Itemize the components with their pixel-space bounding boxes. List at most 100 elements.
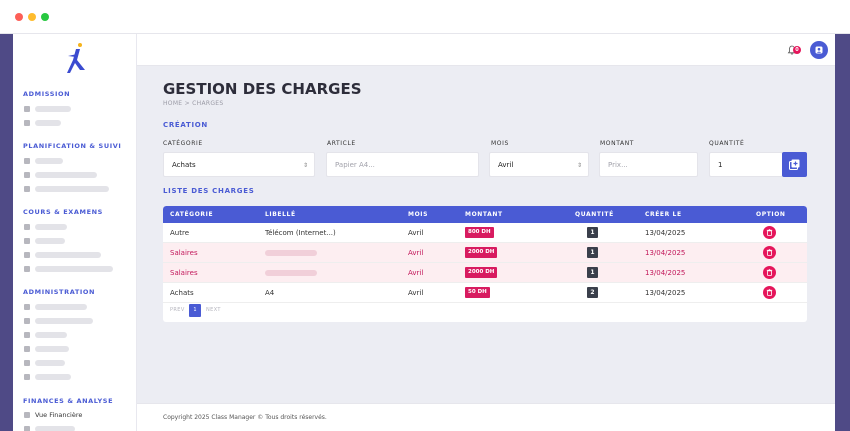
sidebar: ADMISSION PLANIFICATION & SUIVI COURS & … xyxy=(13,34,137,431)
article-placeholder: Papier A4... xyxy=(335,160,375,169)
table-row: Achats A4 Avril 50 DH 2 13/04/2025 xyxy=(163,283,807,303)
cell-label: Télécom (Internet...) xyxy=(265,229,336,237)
amount-badge: 2000 DH xyxy=(465,267,498,278)
quantity-input[interactable]: 1 xyxy=(709,152,783,177)
article-input[interactable]: Papier A4... xyxy=(326,152,479,177)
chart-icon xyxy=(24,411,30,418)
calendar-icon xyxy=(24,171,30,178)
window-frame-right xyxy=(835,34,850,431)
menu-item-icon xyxy=(24,345,30,352)
app-logo-icon xyxy=(67,43,85,73)
sidebar-section-courses: COURS & EXAMENS xyxy=(23,208,103,216)
column-header-created[interactable]: CRÉER LE xyxy=(645,211,682,218)
page-1-button[interactable]: 1 xyxy=(189,304,201,317)
sidebar-item[interactable] xyxy=(24,424,75,431)
sidebar-item[interactable] xyxy=(24,264,113,273)
trash-icon xyxy=(766,229,773,236)
menu-item-icon xyxy=(24,237,30,244)
sidebar-section-finances: FINANCES & ANALYSE xyxy=(23,397,114,405)
amount-input[interactable]: Prix... xyxy=(599,152,698,177)
main-content: GESTION DES CHARGES HOME > CHARGES CRÉAT… xyxy=(137,66,835,403)
sidebar-item[interactable] xyxy=(24,156,63,165)
sidebar-item[interactable] xyxy=(24,104,71,113)
category-select[interactable]: Achats ⇕ xyxy=(163,152,315,177)
next-page-button[interactable]: NEXT xyxy=(206,307,221,313)
sidebar-item[interactable] xyxy=(24,118,61,127)
cell-label: A4 xyxy=(265,289,275,297)
menu-item-icon xyxy=(24,317,30,324)
table-row: Salaires Avril 2000 DH 1 13/04/2025 xyxy=(163,263,807,283)
sidebar-item[interactable] xyxy=(24,302,87,311)
redacted-label xyxy=(265,250,317,256)
category-label: CATÉGORIE xyxy=(163,140,203,147)
menu-item-icon xyxy=(24,119,30,126)
delete-button[interactable] xyxy=(763,286,776,299)
user-icon xyxy=(24,303,30,310)
amount-badge: 2000 DH xyxy=(465,247,498,258)
sidebar-item[interactable] xyxy=(24,184,109,193)
add-icon xyxy=(789,159,800,170)
window-titlebar xyxy=(0,0,850,34)
column-header-amount[interactable]: MONTANT xyxy=(465,211,503,218)
amount-placeholder: Prix... xyxy=(608,160,628,169)
cell-category: Salaires xyxy=(170,249,198,257)
table-row: Salaires Avril 2000 DH 1 13/04/2025 xyxy=(163,243,807,263)
minimize-window-button[interactable] xyxy=(28,13,36,21)
sidebar-item[interactable] xyxy=(24,236,65,245)
pagination: PREV 1 NEXT xyxy=(163,303,807,320)
menu-item-icon xyxy=(24,359,30,366)
creation-section-title: CRÉATION xyxy=(163,121,208,129)
quantity-badge: 1 xyxy=(587,267,598,278)
cell-month: Avril xyxy=(408,289,424,297)
sidebar-section-administration: ADMINISTRATION xyxy=(23,288,96,296)
user-avatar[interactable] xyxy=(810,41,828,59)
column-header-quantity[interactable]: QUANTITÉ xyxy=(575,211,614,218)
table-row: Autre Télécom (Internet...) Avril 800 DH… xyxy=(163,223,807,243)
trash-icon xyxy=(766,249,773,256)
top-bar: 0 xyxy=(137,34,835,66)
window-frame-left xyxy=(0,34,13,431)
copyright-text: Copyright 2025 Class Manager © Tous droi… xyxy=(163,414,327,421)
select-caret-icon: ⇕ xyxy=(302,162,308,169)
cell-month: Avril xyxy=(408,229,424,237)
delete-button[interactable] xyxy=(763,246,776,259)
cell-created: 13/04/2025 xyxy=(645,249,686,257)
sidebar-item[interactable] xyxy=(24,250,101,259)
month-select[interactable]: Avril ⇕ xyxy=(489,152,589,177)
sidebar-section-planning: PLANIFICATION & SUIVI xyxy=(23,142,122,150)
add-charge-button[interactable] xyxy=(782,152,807,177)
column-header-label[interactable]: LIBELLÉ xyxy=(265,211,296,218)
sidebar-item-financial-view[interactable]: Vue Financière xyxy=(24,410,82,419)
sidebar-item[interactable] xyxy=(24,316,93,325)
article-label: ARTICLE xyxy=(327,140,356,147)
pencil-icon xyxy=(24,265,30,272)
maximize-window-button[interactable] xyxy=(41,13,49,21)
sidebar-item[interactable] xyxy=(24,344,69,353)
month-label: MOIS xyxy=(491,140,509,147)
close-window-button[interactable] xyxy=(15,13,23,21)
list-section-title: LISTE DES CHARGES xyxy=(163,187,255,195)
redacted-label xyxy=(265,270,317,276)
table-header: CATÉGORIE LIBELLÉ MOIS MONTANT QUANTITÉ … xyxy=(163,206,807,223)
sidebar-item[interactable] xyxy=(24,358,65,367)
month-value: Avril xyxy=(498,160,514,169)
menu-item-icon xyxy=(24,425,30,431)
menu-item-icon xyxy=(24,185,30,192)
pencil-icon xyxy=(24,251,30,258)
sidebar-item[interactable] xyxy=(24,330,67,339)
sidebar-item[interactable] xyxy=(24,170,97,179)
trash-icon xyxy=(766,289,773,296)
sidebar-item[interactable] xyxy=(24,372,71,381)
delete-button[interactable] xyxy=(763,226,776,239)
book-icon xyxy=(24,223,30,230)
category-value: Achats xyxy=(172,160,196,169)
delete-button[interactable] xyxy=(763,266,776,279)
prev-page-button[interactable]: PREV xyxy=(170,307,185,313)
charges-table: CATÉGORIE LIBELLÉ MOIS MONTANT QUANTITÉ … xyxy=(163,206,807,322)
amount-label: MONTANT xyxy=(600,140,635,147)
sidebar-item[interactable] xyxy=(24,222,67,231)
column-header-category[interactable]: CATÉGORIE xyxy=(170,211,214,218)
menu-item-icon xyxy=(24,331,30,338)
column-header-month[interactable]: MOIS xyxy=(408,211,429,218)
user-icon xyxy=(815,46,823,54)
